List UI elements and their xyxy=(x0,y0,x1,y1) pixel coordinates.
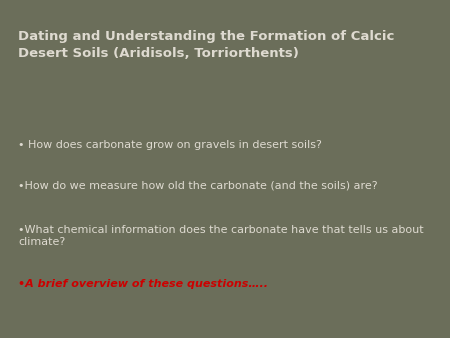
Text: •How do we measure how old the carbonate (and the soils) are?: •How do we measure how old the carbonate… xyxy=(18,181,378,191)
Text: •A brief overview of these questions…..: •A brief overview of these questions….. xyxy=(18,279,268,289)
Text: • How does carbonate grow on gravels in desert soils?: • How does carbonate grow on gravels in … xyxy=(18,140,322,150)
Text: •What chemical information does the carbonate have that tells us about
climate?: •What chemical information does the carb… xyxy=(18,225,423,247)
Text: Dating and Understanding the Formation of Calcic
Desert Soils (Aridisols, Torrio: Dating and Understanding the Formation o… xyxy=(18,30,394,60)
